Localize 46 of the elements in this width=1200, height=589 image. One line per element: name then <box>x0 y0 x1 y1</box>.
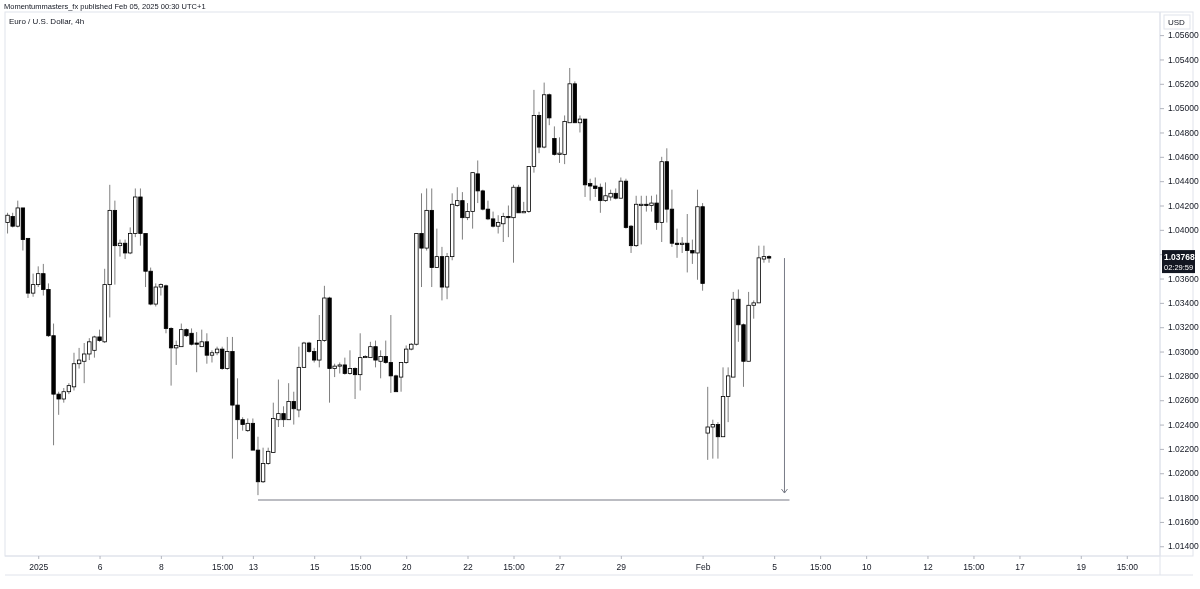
y-tick-label: 1.02400 <box>1168 419 1199 430</box>
text: 1.03768 <box>1164 252 1195 263</box>
candlestick <box>766 254 772 264</box>
x-tick-label: Feb <box>695 561 711 572</box>
y-tick-label: 1.04800 <box>1168 127 1199 138</box>
y-tick-label: 1.05000 <box>1168 103 1199 114</box>
y-axis-title: USD <box>1168 18 1186 27</box>
x-tick-label: 15 <box>309 561 320 572</box>
y-tick-label: 1.01600 <box>1168 517 1199 528</box>
x-tick-label: 29 <box>616 561 627 572</box>
x-tick-label: 20 <box>401 561 412 572</box>
x-tick-label: 22 <box>463 561 473 572</box>
x-tick-label: 5 <box>772 561 778 572</box>
y-tick-label: 1.01800 <box>1168 492 1199 503</box>
y-tick-label: 1.02200 <box>1168 444 1199 455</box>
y-tick-label: 1.05200 <box>1168 79 1199 90</box>
y-tick-label: 1.03000 <box>1168 346 1199 357</box>
x-tick-label: 10 <box>861 561 872 572</box>
text: Euro / U.S. Dollar, 4h <box>9 17 85 26</box>
x-tick-label: 19 <box>1076 561 1087 572</box>
x-tick-label: 15:00 <box>810 561 832 572</box>
x-tick-label: 8 <box>159 561 165 572</box>
x-tick-label: 15:00 <box>350 561 372 572</box>
y-tick-label: 1.01400 <box>1168 541 1199 552</box>
x-tick-label: 6 <box>97 561 103 572</box>
x-tick-label: 2025 <box>29 561 49 572</box>
y-tick-label: 1.04600 <box>1168 152 1199 163</box>
y-tick-label: 1.03400 <box>1168 298 1199 309</box>
x-tick-label: 13 <box>248 561 259 572</box>
x-tick-label: 15:00 <box>503 561 525 572</box>
y-tick-label: 1.04400 <box>1168 176 1199 187</box>
x-tick-label: 15:00 <box>212 561 234 572</box>
y-tick-label: 1.05600 <box>1168 30 1199 41</box>
x-tick-label: 15:00 <box>1116 561 1139 572</box>
y-tick-label: 1.04000 <box>1168 225 1199 236</box>
x-tick-label: 27 <box>555 561 565 572</box>
y-tick-label: 1.04200 <box>1168 200 1199 211</box>
y-tick-label: 1.02800 <box>1168 371 1199 382</box>
y-tick-label: 1.03200 <box>1168 322 1199 333</box>
y-tick-label: 1.05400 <box>1168 54 1199 65</box>
y-tick-label: 1.02600 <box>1168 395 1199 406</box>
y-tick-label: 1.02000 <box>1168 468 1199 479</box>
x-tick-label: 17 <box>1015 561 1025 572</box>
y-tick-label: 1.03600 <box>1168 273 1199 284</box>
x-tick-label: 12 <box>923 561 933 572</box>
x-tick-label: 15:00 <box>963 561 985 572</box>
